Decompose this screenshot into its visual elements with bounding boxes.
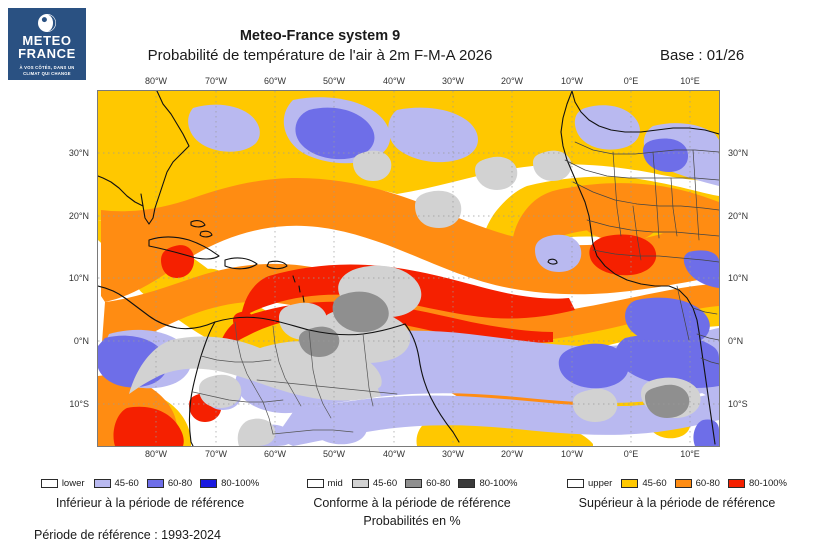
logo-line-1: METEO [22, 33, 72, 48]
legend-lower-swatch-1 [146, 479, 164, 488]
legend-upper-swatch-1 [674, 479, 692, 488]
legend-mid: mid 45-60 60-80 80-100% Conforme à la pé… [278, 478, 546, 530]
legend-mid-first-label: mid [327, 478, 343, 489]
y-tick-right-1: 20°N [728, 211, 749, 221]
legend-upper: upper 45-60 60-80 80-100% Supérieur à la… [540, 478, 814, 512]
x-tick-bottom-7: 10°W [560, 449, 584, 459]
legend-mid-caption: Conforme à la période de référence [313, 496, 511, 510]
legend-mid-caption-2: Probabilités en % [363, 514, 461, 528]
x-tick-top-9: 10°E [680, 76, 700, 86]
base-date-label: Base : 01/26 [660, 47, 745, 64]
y-tick-right-4: 10°S [728, 399, 748, 409]
x-tick-bottom-6: 20°W [500, 449, 524, 459]
legend-lower-label-2: 80-100% [221, 478, 260, 489]
legend-mid-label-1: 60-80 [426, 478, 451, 489]
x-tick-bottom-3: 50°W [322, 449, 346, 459]
legend-lower-swatch-2 [200, 479, 218, 488]
y-tick-right-3: 0°N [728, 336, 744, 346]
meteo-france-logo: METEO FRANCE À VOS CÔTÉS, DANS UN CLIMAT… [8, 8, 86, 80]
legend-upper-swatch-2 [727, 479, 745, 488]
legend-upper-first-label: upper [588, 478, 613, 489]
legend-mid-label-0: 45-60 [372, 478, 398, 489]
legend-lower-first-label: lower [61, 478, 85, 489]
x-tick-bottom-4: 40°W [382, 449, 406, 459]
x-tick-top-6: 20°W [500, 76, 524, 86]
reference-period-label: Période de référence : 1993-2024 [34, 528, 221, 542]
legend-lower-swatches: lower 45-60 60-80 80-100% [0, 478, 300, 489]
x-tick-top-1: 70°W [204, 76, 228, 86]
probability-map: 80°W 70°W 60°W 50°W 40°W 30°W 20°W 10°W … [69, 76, 748, 459]
legend-mid-swatches: mid 45-60 60-80 80-100% [278, 478, 546, 489]
legend-lower-label-1: 60-80 [167, 478, 193, 489]
legend-lower-caption: Inférieur à la période de référence [55, 496, 245, 510]
y-tick-left-3: 0°N [73, 336, 89, 346]
x-tick-top-7: 10°W [560, 76, 584, 86]
field-mid-45-60 [129, 150, 701, 446]
x-tick-top-3: 50°W [322, 76, 346, 86]
legend-upper-caption: Supérieur à la période de référence [578, 496, 776, 510]
legend-mid-swatch-white [306, 479, 324, 488]
y-tick-left-2: 10°N [68, 273, 89, 283]
legend-upper-label-1: 60-80 [695, 478, 720, 489]
y-tick-left-1: 20°N [68, 211, 89, 221]
meteo-france-moon-icon [37, 13, 57, 33]
y-tick-left-0: 30°N [68, 148, 89, 158]
map-canvas [98, 91, 719, 446]
x-tick-bottom-5: 30°W [441, 449, 465, 459]
x-tick-bottom-0: 80°W [144, 449, 168, 459]
logo-line-2: FRANCE [18, 46, 76, 61]
legend-upper-label-0: 45-60 [642, 478, 667, 489]
x-tick-bottom-8: 0°E [623, 449, 639, 459]
legend-lower-label-0: 45-60 [114, 478, 139, 489]
legend-mid-swatch-1 [405, 479, 423, 488]
x-tick-bottom-1: 70°W [204, 449, 228, 459]
x-tick-top-0: 80°W [144, 76, 168, 86]
y-tick-left-4: 10°S [69, 399, 89, 409]
map-coastlines [98, 91, 719, 446]
legend-upper-swatch-white [567, 479, 585, 488]
legend-upper-swatch-0 [621, 479, 639, 488]
legend-lower-swatch-white [40, 479, 58, 488]
x-tick-top-8: 0°E [623, 76, 639, 86]
x-tick-top-4: 40°W [382, 76, 406, 86]
logo-tagline: À VOS CÔTÉS, DANS UN CLIMAT QUI CHANGE [19, 65, 75, 76]
legend-upper-label-2: 80-100% [748, 478, 787, 489]
page-title: Meteo-France system 9 [239, 28, 401, 44]
y-tick-right-0: 30°N [728, 148, 749, 158]
legend-lower-swatch-0 [93, 479, 111, 488]
legend-mid-swatch-0 [351, 479, 369, 488]
y-tick-right-2: 10°N [728, 273, 749, 283]
legend-mid-label-2: 80-100% [479, 478, 518, 489]
legend-lower: lower 45-60 60-80 80-100% Inférieur à la… [0, 478, 300, 512]
legend-upper-swatches: upper 45-60 60-80 80-100% [540, 478, 814, 489]
x-tick-bottom-2: 60°W [263, 449, 287, 459]
legend-mid-swatch-2 [458, 479, 476, 488]
x-tick-bottom-9: 10°E [680, 449, 700, 459]
x-tick-top-5: 30°W [441, 76, 465, 86]
map-gridlines [98, 91, 719, 446]
page-subtitle: Probabilité de température de l'air à 2m… [147, 47, 493, 64]
x-tick-top-2: 60°W [263, 76, 287, 86]
field-mid-60-80 [299, 291, 690, 418]
